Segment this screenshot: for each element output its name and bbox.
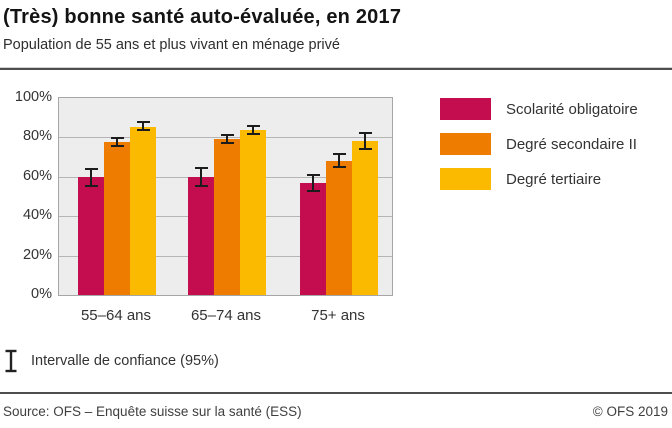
bar (188, 176, 214, 295)
x-tick-label: 55–64 ans (80, 307, 152, 324)
error-bar (84, 167, 98, 187)
error-bar (110, 137, 124, 148)
x-tick-label: 65–74 ans (190, 307, 262, 324)
error-bar-icon (5, 349, 17, 373)
y-tick-label: 0% (31, 286, 52, 302)
bar (104, 142, 130, 295)
legend-swatch (440, 133, 491, 155)
copyright-text: © OFS 2019 (592, 404, 668, 419)
legend-row: Degré secondaire II (440, 133, 638, 155)
y-axis: 0% 20% 40% 60% 80% 100% (0, 0, 52, 428)
error-bar (220, 134, 234, 145)
bar (352, 141, 378, 295)
y-tick-label: 80% (22, 128, 52, 145)
error-bar (358, 132, 372, 151)
bar (300, 182, 326, 295)
bar (78, 176, 104, 295)
header-divider (0, 67, 672, 70)
confidence-interval-label: Intervalle de confiance (95%) (31, 353, 219, 369)
bar (214, 139, 240, 295)
legend-label: Degré secondaire II (506, 135, 637, 153)
plot-area (58, 97, 393, 296)
bar (130, 126, 156, 295)
legend-row: Scolarité obligatoire (440, 98, 638, 120)
page-title: (Très) bonne santé auto-évaluée, en 2017 (3, 6, 402, 28)
error-bar (136, 120, 150, 132)
legend-label: Scolarité obligatoire (506, 100, 638, 118)
legend-row: Degré tertiaire (440, 168, 638, 190)
legend: Scolarité obligatoire Degré secondaire II… (440, 98, 638, 203)
bar (326, 161, 352, 295)
error-bar (194, 166, 208, 187)
footer: Source: OFS – Enquête suisse sur la sant… (3, 404, 668, 419)
y-tick-label: 20% (22, 246, 52, 263)
y-tick-label: 40% (22, 207, 52, 224)
error-bar (332, 153, 346, 168)
error-bar (306, 173, 320, 192)
source-text: Source: OFS – Enquête suisse sur la sant… (3, 404, 302, 419)
gridline (59, 137, 392, 139)
confidence-interval-note: Intervalle de confiance (95%) (4, 349, 219, 373)
y-tick-label: 100% (14, 89, 52, 105)
error-bar (246, 124, 260, 136)
legend-label: Degré tertiaire (506, 170, 602, 188)
legend-swatch (440, 168, 491, 190)
x-tick-label: 75+ ans (311, 307, 365, 324)
legend-swatch (440, 98, 491, 120)
y-tick-label: 60% (22, 167, 52, 184)
bar (240, 129, 266, 295)
page-subtitle: Population de 55 ans et plus vivant en m… (3, 37, 340, 53)
footer-divider (0, 392, 672, 394)
